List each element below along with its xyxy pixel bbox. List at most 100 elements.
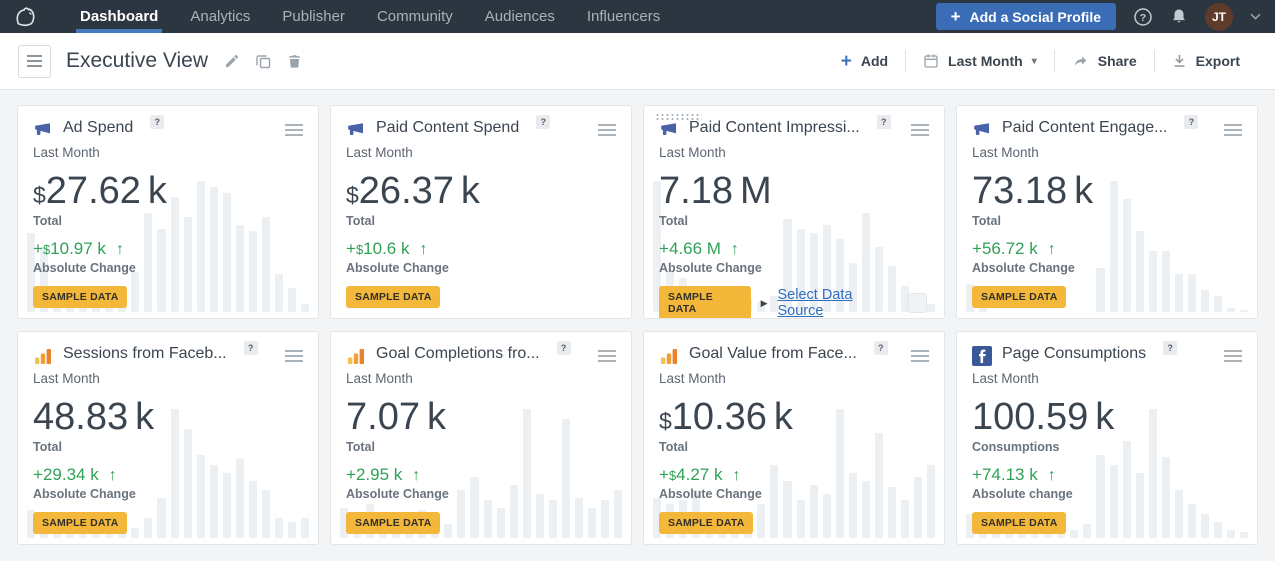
- card-period: Last Month: [346, 145, 616, 160]
- megaphone-icon: [972, 120, 992, 140]
- help-icon[interactable]: ?: [1133, 7, 1153, 27]
- data-source-checkbox[interactable]: [908, 293, 927, 313]
- change-label: Absolute Change: [972, 261, 1242, 275]
- metric-label: Total: [346, 214, 616, 228]
- card-period: Last Month: [33, 145, 303, 160]
- sample-data-badge: SAMPLE DATA: [972, 512, 1066, 534]
- metric-label: Total: [33, 440, 303, 454]
- plus-icon: +: [951, 8, 961, 25]
- metric-change: +4.66 M↑: [659, 240, 929, 258]
- sample-data-badge: SAMPLE DATA: [659, 286, 751, 319]
- analytics-bars-icon: [659, 346, 679, 366]
- change-label: Absolute Change: [33, 487, 303, 501]
- card-period: Last Month: [972, 371, 1242, 386]
- metric-value: 7.18M: [659, 172, 929, 210]
- metric-value: 73.18k: [972, 172, 1242, 210]
- up-arrow-icon: ↑: [1048, 467, 1056, 484]
- duplicate-board-icon[interactable]: [255, 53, 272, 70]
- bell-icon[interactable]: [1170, 7, 1188, 26]
- nav-tab-publisher[interactable]: Publisher: [266, 0, 361, 33]
- card-period: Last Month: [659, 371, 929, 386]
- up-arrow-icon: ↑: [732, 467, 740, 484]
- metric-label: Consumptions: [972, 440, 1242, 454]
- up-arrow-icon: ↑: [412, 467, 420, 484]
- help-badge-icon[interactable]: ?: [877, 115, 891, 129]
- megaphone-icon: [659, 120, 679, 140]
- metric-value: 100.59k: [972, 398, 1242, 436]
- help-badge-icon[interactable]: ?: [1163, 341, 1177, 355]
- help-badge-icon[interactable]: ?: [1184, 115, 1198, 129]
- card-period: Last Month: [33, 371, 303, 386]
- metric-card: Paid Content Impressi... ? Last Month 7.…: [643, 105, 945, 319]
- megaphone-icon: [346, 120, 366, 140]
- help-badge-icon[interactable]: ?: [150, 115, 164, 129]
- metric-change: +$4.27 k↑: [659, 466, 929, 484]
- facebook-icon: [972, 346, 992, 366]
- add-social-profile-button[interactable]: + Add a Social Profile: [936, 3, 1116, 30]
- boards-menu-button[interactable]: [18, 45, 51, 78]
- board-title: Executive View: [66, 49, 208, 73]
- metric-change: +$10.6 k↑: [346, 240, 616, 258]
- metric-change: +56.72 k↑: [972, 240, 1242, 258]
- card-menu-icon[interactable]: [598, 345, 616, 362]
- nav-tab-audiences[interactable]: Audiences: [469, 0, 571, 33]
- avatar[interactable]: JT: [1205, 3, 1233, 31]
- card-title: Page Consumptions: [1002, 345, 1146, 363]
- up-arrow-icon: ↑: [419, 241, 427, 258]
- metric-value: $10.36k: [659, 398, 929, 436]
- change-label: Absolute change: [972, 487, 1242, 501]
- add-label: Add: [861, 53, 888, 69]
- card-period: Last Month: [972, 145, 1242, 160]
- export-button[interactable]: Export: [1155, 53, 1257, 69]
- metric-card: Goal Completions fro... ? Last Month 7.0…: [330, 331, 632, 545]
- card-menu-icon[interactable]: [911, 119, 929, 136]
- up-arrow-icon: ↑: [109, 467, 117, 484]
- delete-board-icon[interactable]: [287, 53, 302, 69]
- metric-card: Sessions from Faceb... ? Last Month 48.8…: [17, 331, 319, 545]
- help-badge-icon[interactable]: ?: [874, 341, 888, 355]
- select-data-source-link[interactable]: Select Data Source: [778, 287, 898, 319]
- add-tile-button[interactable]: + Add: [824, 52, 905, 71]
- up-arrow-icon: ↑: [116, 241, 124, 258]
- export-label: Export: [1196, 53, 1240, 69]
- toolbar-actions: + Add Last Month ▾ Share Export: [824, 50, 1257, 72]
- card-title: Paid Content Impressi...: [689, 119, 860, 137]
- nav-tab-community[interactable]: Community: [361, 0, 469, 33]
- metric-card: Page Consumptions ? Last Month 100.59k C…: [956, 331, 1258, 545]
- sample-data-badge: SAMPLE DATA: [659, 512, 753, 534]
- card-menu-icon[interactable]: [911, 345, 929, 362]
- chevron-down-icon[interactable]: [1250, 11, 1261, 23]
- metric-value: $26.37k: [346, 172, 616, 210]
- card-menu-icon[interactable]: [285, 345, 303, 362]
- change-label: Absolute Change: [33, 261, 303, 275]
- metric-card: Paid Content Engage... ? Last Month 73.1…: [956, 105, 1258, 319]
- hootsuite-owl-icon[interactable]: [14, 5, 48, 28]
- add-social-profile-label: Add a Social Profile: [970, 9, 1101, 25]
- drag-handle-dots[interactable]: [655, 113, 702, 120]
- help-badge-icon[interactable]: ?: [557, 341, 571, 355]
- sample-data-badge: SAMPLE DATA: [346, 286, 440, 308]
- card-title: Goal Completions fro...: [376, 345, 540, 363]
- help-badge-icon[interactable]: ?: [244, 341, 258, 355]
- card-menu-icon[interactable]: [1224, 119, 1242, 136]
- edit-board-icon[interactable]: [224, 53, 240, 69]
- card-menu-icon[interactable]: [598, 119, 616, 136]
- card-content: Goal Completions fro... ? Last Month 7.0…: [346, 345, 616, 534]
- metric-value: 48.83k: [33, 398, 303, 436]
- card-menu-icon[interactable]: [1224, 345, 1242, 362]
- share-button[interactable]: Share: [1055, 53, 1154, 69]
- chevron-down-icon: ▾: [1032, 56, 1037, 67]
- card-menu-icon[interactable]: [285, 119, 303, 136]
- up-arrow-icon: ↑: [1048, 241, 1056, 258]
- metric-card: Ad Spend ? Last Month $27.62k Total +$10…: [17, 105, 319, 319]
- help-badge-icon[interactable]: ?: [536, 115, 550, 129]
- date-range-dropdown[interactable]: Last Month ▾: [906, 53, 1054, 69]
- nav-tab-dashboard[interactable]: Dashboard: [64, 0, 174, 33]
- plus-icon: +: [841, 52, 852, 71]
- metric-change: +29.34 k↑: [33, 466, 303, 484]
- download-icon: [1172, 53, 1187, 69]
- metric-change: +74.13 k↑: [972, 466, 1242, 484]
- nav-tab-influencers[interactable]: Influencers: [571, 0, 676, 33]
- currency-symbol: $: [659, 408, 672, 434]
- nav-tab-analytics[interactable]: Analytics: [174, 0, 266, 33]
